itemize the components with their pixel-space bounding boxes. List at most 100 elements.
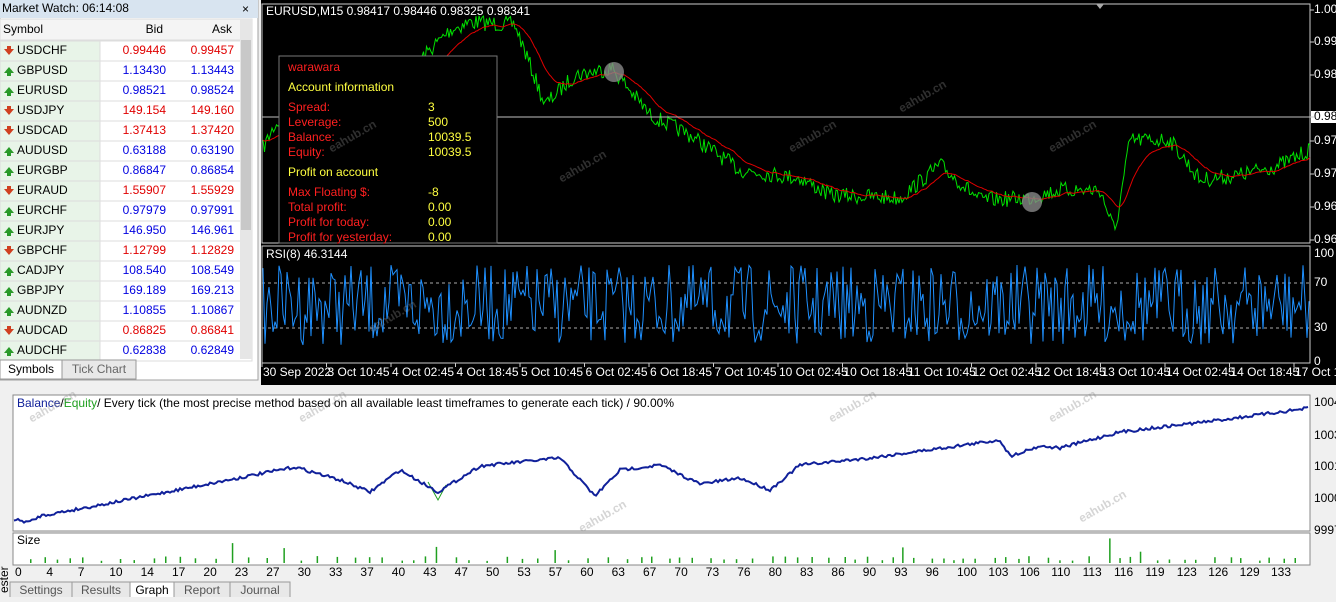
x-label: 100 xyxy=(957,565,977,579)
time-label: 12 Oct 02:45 xyxy=(973,365,1042,379)
rsi-frame xyxy=(261,245,1311,364)
size-bar xyxy=(30,559,32,563)
size-bar xyxy=(69,558,71,563)
tab-label: Symbols xyxy=(8,362,54,376)
bid: 1.13430 xyxy=(123,63,167,77)
side-label: ester xyxy=(0,566,11,593)
y-label: 9997 xyxy=(1314,523,1336,537)
info-label: Equity: xyxy=(288,145,325,159)
x-label: 50 xyxy=(486,565,500,579)
tab-label: Results xyxy=(81,583,121,597)
bid: 0.98521 xyxy=(123,83,167,97)
size-bar xyxy=(1129,556,1132,563)
symbol: EURUSD xyxy=(17,83,68,97)
size-bar xyxy=(231,543,234,563)
x-label: 63 xyxy=(612,565,626,579)
size-bar xyxy=(215,558,217,563)
x-label: 53 xyxy=(517,565,531,579)
time-label: 4 Oct 18:45 xyxy=(457,365,519,379)
info-value: 3 xyxy=(428,100,435,114)
close-icon: × xyxy=(242,2,249,16)
direction-arrow xyxy=(4,347,14,356)
x-label: 27 xyxy=(266,565,280,579)
size-bar xyxy=(1119,558,1121,563)
x-label: 17 xyxy=(172,565,186,579)
x-label: 4 xyxy=(46,565,53,579)
time-label: 13 Oct 10:45 xyxy=(1102,365,1171,379)
price-label: 0.97 xyxy=(1314,166,1336,180)
x-label: 133 xyxy=(1271,565,1291,579)
column-header: Symbol xyxy=(3,22,43,36)
time-label: 10 Oct 18:45 xyxy=(844,365,913,379)
direction-arrow xyxy=(4,246,14,255)
x-label: 37 xyxy=(360,565,374,579)
size-bar xyxy=(678,557,681,563)
symbol: AUDCAD xyxy=(17,323,68,337)
size-label: Size xyxy=(17,533,41,547)
ask: 1.55929 xyxy=(191,183,235,197)
balance-line xyxy=(13,406,1309,524)
symbol: GBPJPY xyxy=(17,283,64,297)
x-label: 96 xyxy=(926,565,940,579)
size-bar xyxy=(368,557,371,563)
size-bar xyxy=(931,558,934,563)
time-label: 4 Oct 02:45 xyxy=(392,365,454,379)
x-label: 43 xyxy=(423,565,437,579)
y-label: 1004 xyxy=(1314,395,1336,409)
chart-header: EURUSD,M15 0.98417 0.98446 0.98325 0.983… xyxy=(266,4,531,18)
column-header: Bid xyxy=(146,22,163,36)
trade-marker xyxy=(1022,192,1042,212)
size-bar xyxy=(1005,557,1007,563)
x-label: 129 xyxy=(1240,565,1260,579)
size-bar xyxy=(587,558,589,563)
bid: 0.97979 xyxy=(123,203,167,217)
direction-arrow xyxy=(4,126,14,135)
price-label: 0.97 xyxy=(1314,133,1336,147)
direction-arrow xyxy=(4,326,14,335)
size-bar xyxy=(854,559,856,563)
size-bar xyxy=(751,558,754,563)
size-bar xyxy=(1184,559,1186,563)
direction-arrow xyxy=(4,67,14,76)
ask: 1.10867 xyxy=(191,303,235,317)
size-bar xyxy=(56,559,59,563)
info-value: 10039.5 xyxy=(428,145,472,159)
time-label: 14 Oct 02:45 xyxy=(1166,365,1235,379)
time-label: 6 Oct 18:45 xyxy=(650,365,712,379)
title-bar xyxy=(0,0,258,18)
x-label: 7 xyxy=(78,565,85,579)
legend-balance: Balance xyxy=(17,396,61,410)
symbol: CADJPY xyxy=(17,263,64,277)
direction-arrow xyxy=(4,227,14,236)
info-value: 0.00 xyxy=(428,200,452,214)
size-bar xyxy=(1059,560,1061,563)
size-bar xyxy=(1240,558,1242,563)
tab[interactable] xyxy=(61,359,137,380)
x-label: 90 xyxy=(863,565,877,579)
rsi-level-label: 100 xyxy=(1314,246,1334,260)
size-bar xyxy=(567,560,570,563)
size-bar xyxy=(881,560,884,563)
symbol: GBPCHF xyxy=(17,243,67,257)
size-bar xyxy=(735,559,738,563)
x-label: 14 xyxy=(141,565,155,579)
bid: 169.189 xyxy=(123,283,167,297)
size-bar xyxy=(537,558,539,563)
size-bar xyxy=(974,558,976,563)
panel-title: Market Watch: 06:14:08 xyxy=(2,1,129,15)
scroll-thumb[interactable] xyxy=(241,40,251,230)
size-bar xyxy=(424,556,427,563)
size-bar xyxy=(316,556,319,563)
size-bar xyxy=(1230,557,1233,563)
size-bar xyxy=(1088,556,1090,563)
size-bar xyxy=(723,559,725,563)
x-label: 126 xyxy=(1208,565,1228,579)
size-bar xyxy=(1283,558,1285,563)
time-label: 11 Oct 10:45 xyxy=(908,365,976,379)
x-label: 123 xyxy=(1177,565,1197,579)
size-bar xyxy=(486,560,488,563)
bid: 0.62838 xyxy=(123,343,167,357)
size-bar xyxy=(266,558,268,563)
size-bar xyxy=(641,557,643,563)
